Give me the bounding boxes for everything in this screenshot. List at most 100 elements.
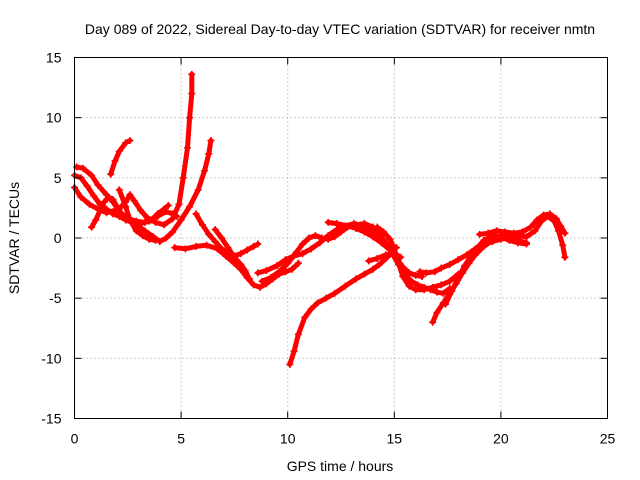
data-point bbox=[211, 238, 219, 246]
series-line bbox=[72, 172, 180, 227]
data-point bbox=[533, 216, 541, 224]
series-track-h bbox=[192, 210, 262, 260]
chart-title: Day 089 of 2022, Sidereal Day-to-day VTE… bbox=[85, 21, 595, 37]
data-point bbox=[169, 210, 177, 218]
data-point bbox=[258, 277, 266, 285]
y-tick-labels: -15 -10 -5 0 5 10 15 bbox=[41, 50, 61, 427]
series-line bbox=[259, 221, 453, 296]
data-point bbox=[162, 234, 170, 242]
data-point bbox=[288, 265, 296, 273]
data-point bbox=[173, 212, 181, 220]
data-point bbox=[373, 254, 381, 262]
x-tick-label: 0 bbox=[71, 431, 79, 447]
data-point bbox=[109, 195, 117, 203]
data-point bbox=[375, 260, 383, 268]
data-point bbox=[318, 234, 326, 242]
data-point bbox=[111, 157, 119, 165]
data-point bbox=[115, 186, 123, 194]
data-point bbox=[177, 216, 185, 224]
data-point bbox=[218, 245, 226, 253]
series-track-i bbox=[211, 226, 253, 283]
data-point bbox=[201, 167, 209, 175]
data-point bbox=[369, 233, 377, 241]
data-point bbox=[132, 227, 140, 235]
data-point bbox=[230, 253, 238, 261]
data-point bbox=[130, 197, 138, 205]
data-point bbox=[546, 210, 554, 218]
data-point bbox=[282, 268, 290, 276]
data-point bbox=[386, 235, 394, 243]
data-point bbox=[77, 193, 85, 201]
data-point bbox=[454, 256, 462, 264]
data-point bbox=[331, 289, 339, 297]
data-point bbox=[373, 223, 381, 231]
data-point bbox=[141, 227, 149, 235]
data-point bbox=[83, 182, 91, 190]
data-point bbox=[488, 232, 496, 240]
data-point bbox=[192, 242, 200, 250]
x-tick-label: 5 bbox=[177, 431, 185, 447]
x-tick-label: 10 bbox=[280, 431, 296, 447]
data-point bbox=[92, 216, 100, 224]
data-point bbox=[360, 270, 368, 278]
data-point bbox=[429, 318, 437, 326]
data-point bbox=[299, 250, 307, 258]
data-point bbox=[290, 347, 298, 355]
series-track-r bbox=[476, 210, 569, 238]
data-point bbox=[531, 227, 539, 235]
data-point bbox=[333, 220, 341, 228]
data-point bbox=[85, 200, 93, 208]
data-point bbox=[254, 269, 262, 277]
data-point bbox=[405, 282, 413, 290]
data-point bbox=[294, 330, 302, 338]
data-point bbox=[188, 70, 196, 78]
data-point bbox=[476, 230, 484, 238]
data-point bbox=[448, 287, 456, 295]
data-point bbox=[378, 239, 386, 247]
data-point bbox=[431, 268, 439, 276]
data-point bbox=[412, 271, 420, 279]
series-track-e bbox=[107, 137, 134, 178]
data-point bbox=[147, 216, 155, 224]
series-track-o bbox=[365, 250, 405, 265]
data-point bbox=[437, 264, 445, 272]
data-point bbox=[497, 233, 505, 241]
data-point bbox=[198, 221, 206, 229]
data-point bbox=[420, 286, 428, 294]
series-track-f bbox=[115, 186, 160, 244]
data-point bbox=[416, 268, 424, 276]
data-point bbox=[141, 218, 149, 226]
data-point bbox=[79, 164, 87, 172]
data-point bbox=[510, 229, 518, 237]
data-point bbox=[256, 283, 264, 291]
data-point bbox=[94, 181, 102, 189]
data-point bbox=[96, 206, 104, 214]
data-point bbox=[122, 139, 130, 147]
x-tick-labels: 0 5 10 15 20 25 bbox=[71, 431, 616, 447]
data-point bbox=[343, 222, 351, 230]
data-point bbox=[412, 286, 420, 294]
data-point bbox=[399, 273, 407, 281]
data-point bbox=[382, 251, 390, 259]
data-point bbox=[407, 277, 415, 285]
y-tick-label: -5 bbox=[49, 290, 62, 306]
data-point bbox=[518, 228, 526, 236]
series-line bbox=[72, 71, 195, 228]
data-point bbox=[254, 240, 262, 248]
data-point bbox=[337, 228, 345, 236]
data-point bbox=[164, 202, 172, 210]
data-point bbox=[181, 245, 189, 253]
series-line bbox=[74, 138, 214, 245]
x-tick-label: 25 bbox=[600, 431, 616, 447]
data-point bbox=[137, 206, 145, 214]
data-point bbox=[493, 227, 501, 235]
data-point bbox=[352, 275, 360, 283]
data-point bbox=[380, 228, 388, 236]
data-point bbox=[275, 268, 283, 276]
y-tick-label: -10 bbox=[41, 350, 61, 366]
data-point bbox=[365, 257, 373, 265]
data-point bbox=[107, 170, 115, 178]
data-point bbox=[437, 281, 445, 289]
data-point bbox=[301, 313, 309, 321]
data-point bbox=[505, 236, 513, 244]
